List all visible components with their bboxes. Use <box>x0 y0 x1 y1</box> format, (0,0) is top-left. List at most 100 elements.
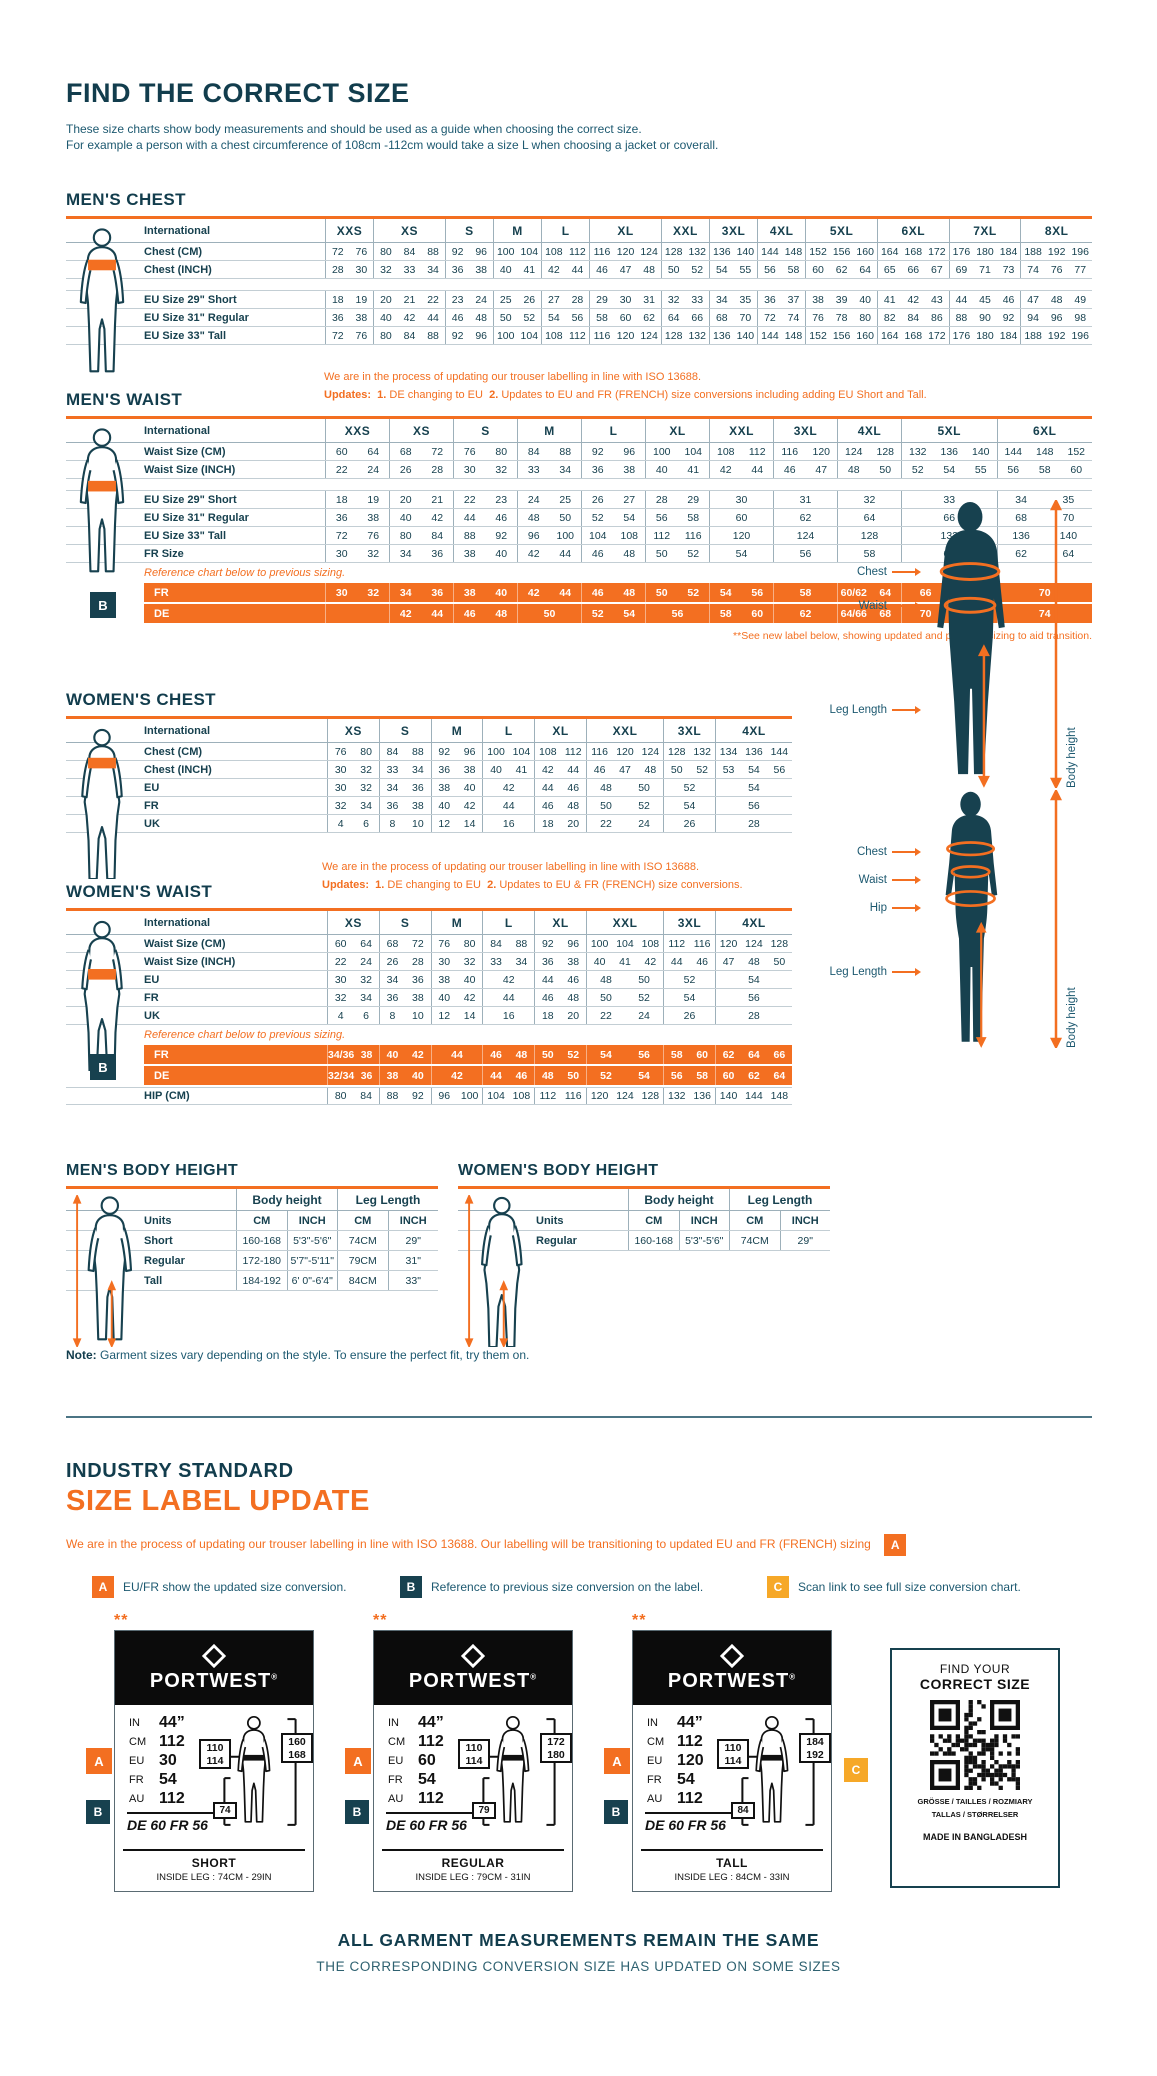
size-value: 64 <box>360 937 372 950</box>
size-value: 50 <box>773 955 786 968</box>
size-value: 50 <box>600 799 612 812</box>
size-value: 108 <box>545 245 563 258</box>
size-value: 50 <box>655 547 668 560</box>
size-value: 35 <box>739 293 752 306</box>
size-value: 100 <box>496 245 515 258</box>
size-value: 180 <box>976 329 994 342</box>
size-value: 48 <box>567 799 580 812</box>
size-value: 100 <box>460 1090 479 1102</box>
size-value: 35 <box>1062 493 1075 506</box>
a-badge: A <box>86 1748 112 1774</box>
size-value: 88 <box>427 329 439 342</box>
table-row: Chest (CM) 76 80 84 88 92 96 100 104 108 112 116 120… <box>66 743 792 761</box>
size-value: 42 <box>541 763 554 776</box>
size-value: 68 <box>1015 511 1027 524</box>
badge-legend: A EU/FR show the updated size conversion.… <box>66 1576 1092 1606</box>
man-silhouette <box>937 501 1005 788</box>
size-value: 38 <box>355 311 368 324</box>
size-value: 77 <box>1074 263 1087 276</box>
size-value: 72 <box>335 529 348 542</box>
mens-chest-table: International XXS XS S M L XL XXL 3XL 4XL 5XL 6XL 7X… <box>66 216 1092 373</box>
size-value: 36 <box>431 586 444 599</box>
size-value: 28 <box>331 263 344 276</box>
size-value: 52 <box>600 1069 612 1082</box>
size-value: 6 <box>363 1009 369 1022</box>
size-value: 52 <box>567 1048 580 1061</box>
size-value: 76 <box>463 445 476 458</box>
table-row: FR 32 34 36 38 40 42 44 46 48 50 52 54 56 <box>66 797 792 815</box>
size-value: 44 <box>955 293 968 306</box>
fit-name: SHORT <box>191 1856 237 1870</box>
size-row: FR 54 <box>647 1770 695 1788</box>
size-column-header: S <box>378 719 431 742</box>
size-value: 124 <box>640 245 658 258</box>
size-column-header: XS <box>327 911 379 934</box>
unit-header: CM <box>628 1211 679 1230</box>
size-value: 52 <box>687 586 700 599</box>
size-value: 33 <box>943 493 956 506</box>
size-value: 96 <box>567 937 580 950</box>
size-value: 28 <box>748 817 760 830</box>
size-value: 44 <box>490 1069 502 1082</box>
size-value: 84 <box>527 445 540 458</box>
size-value: 31 <box>799 493 812 506</box>
row-label: Chest (INCH) <box>144 263 212 276</box>
row-label: EU Size 33" Tall <box>144 529 227 542</box>
size-value: 96 <box>1050 311 1063 324</box>
size-value: 16 <box>502 817 515 830</box>
size-value: 44 <box>541 781 554 794</box>
size-value: 32 <box>367 586 380 599</box>
size-value: 76 <box>334 745 347 758</box>
reference-note: Reference chart below to previous sizing… <box>144 1029 346 1041</box>
size-value: 188 <box>1024 329 1042 342</box>
size-value: 116 <box>684 529 702 542</box>
size-value: 76 <box>367 529 380 542</box>
size-column-header: 3XL <box>663 911 715 934</box>
size-value: 46 <box>515 1069 528 1082</box>
mens-body-height-section: MEN'S BODY HEIGHT Body height Leg Length U… <box>66 1162 438 1349</box>
a-badge: A <box>884 1534 907 1556</box>
size-column-header: M <box>430 911 483 934</box>
size-value: 60/62 <box>840 586 867 599</box>
size-column-header: XL <box>534 719 586 742</box>
size-value: 42 <box>403 311 416 324</box>
size-value: 44 <box>670 955 683 968</box>
previous-sizing-row: FR 34/36 38 40 42 44 46 48 50 52 54 56 58 60 62 64 66 <box>144 1045 792 1066</box>
previous-size-line: DE 60 FR 56 <box>645 1817 726 1833</box>
size-value: 38 <box>386 1069 399 1082</box>
section-title: WOMEN'S BODY HEIGHT <box>458 1162 659 1179</box>
size-value: 16 <box>502 1009 515 1022</box>
size-value: 48 <box>600 781 612 794</box>
size-column-header: 6XL <box>996 419 1093 442</box>
size-value: 70 <box>1062 511 1075 524</box>
size-value: 44 <box>559 586 572 599</box>
size-value: 32 <box>863 493 876 506</box>
mens-measurement-diagram: Body height Chest Waist Leg Length <box>798 498 1098 790</box>
size-value: 176 <box>952 329 971 342</box>
size-value: 112 <box>653 529 671 542</box>
size-value: 41 <box>883 293 896 306</box>
size-value: 58 <box>1038 463 1051 476</box>
size-value: 180 <box>976 245 994 258</box>
size-value: 88 <box>412 745 424 758</box>
size-value: 116 <box>593 329 611 342</box>
size-column-header: M <box>492 219 541 242</box>
size-value: 128 <box>770 937 789 950</box>
size-value: 34 <box>559 463 572 476</box>
size-value: 22 <box>427 293 439 306</box>
size-value: 26 <box>399 463 412 476</box>
size-value: 80 <box>360 745 372 758</box>
size-value: 128 <box>668 745 686 758</box>
size-value: 30 <box>619 293 632 306</box>
size-value: 32 <box>334 991 347 1004</box>
table-row: Chest (INCH) 28 30 32 33 34 36 38 40 41 42 44 46 47 48… <box>66 261 1092 279</box>
size-value: 46 <box>541 799 554 812</box>
leg-length-box: 84 <box>731 1802 755 1819</box>
size-value: 40 <box>412 1069 424 1082</box>
size-value: 176 <box>952 245 971 258</box>
size-value: 104 <box>487 1090 505 1102</box>
size-value: 28 <box>748 1009 760 1022</box>
size-value: 64/66 <box>840 607 867 620</box>
row-label: FR <box>144 991 159 1004</box>
size-value: 160-168 <box>628 1231 679 1250</box>
